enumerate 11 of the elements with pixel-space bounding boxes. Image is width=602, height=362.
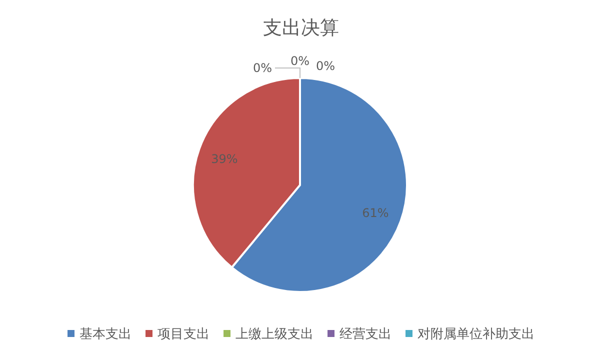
data-label: 39% <box>211 152 238 166</box>
data-label: 61% <box>362 206 389 220</box>
text: 0% <box>290 54 310 68</box>
legend-label: 基本支出 <box>80 327 132 342</box>
chart-title: 支出决算 <box>263 17 339 39</box>
text: 0% <box>316 59 336 73</box>
legend-label: 经营支出 <box>340 327 392 342</box>
legend-label: 上缴上级支出 <box>236 327 314 342</box>
legend-label: 项目支出 <box>158 327 210 342</box>
text: 0% <box>252 61 272 75</box>
legend-label: 对附属单位补助支出 <box>418 327 534 342</box>
